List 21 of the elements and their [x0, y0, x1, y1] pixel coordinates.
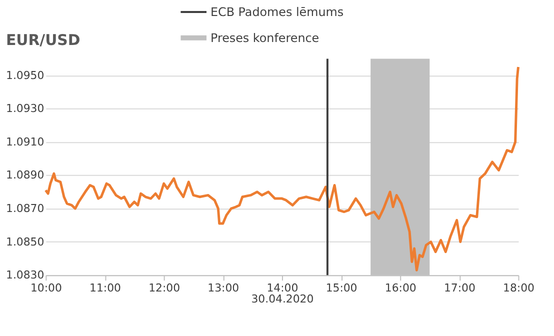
x-tick-label: 15:00: [326, 282, 358, 295]
y-tick-label: 1.0830: [6, 268, 44, 282]
x-tick-label: 12:00: [148, 282, 180, 295]
y-tick-label: 1.0870: [6, 202, 44, 216]
y-tick-label: 1.0930: [6, 102, 44, 116]
chart-title: EUR/USD: [6, 30, 80, 49]
x-axis-title: 30.04.2020: [251, 292, 314, 306]
x-tick-label: 17:00: [444, 282, 476, 295]
line-series: [44, 66, 520, 272]
x-tick-label: 11:00: [90, 282, 122, 295]
y-tick-label: 1.0910: [6, 135, 44, 148]
y-tick-label: 1.0950: [6, 68, 44, 82]
y-tick-label: 1.0890: [6, 168, 44, 182]
x-tick-label: 18:00: [503, 282, 535, 295]
legend-label: ECB Padomes lēmums: [210, 5, 344, 20]
x-tick-label: 13:00: [208, 282, 240, 295]
y-tick-label: 1.0850: [6, 235, 44, 248]
x-tick-label: 16:00: [384, 282, 416, 295]
legend-label: Preses konference: [210, 30, 320, 45]
x-tick-label: 10:00: [30, 282, 62, 295]
x-tick-label: 14:00: [266, 282, 298, 295]
